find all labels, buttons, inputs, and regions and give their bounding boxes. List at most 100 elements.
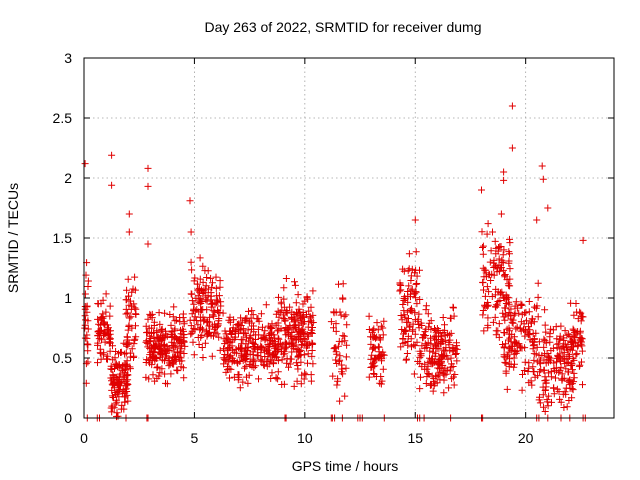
data-point (425, 319, 433, 327)
data-point (336, 397, 344, 405)
data-point (166, 311, 174, 318)
data-point (377, 380, 385, 388)
data-point (372, 354, 380, 362)
data-point (424, 362, 432, 370)
data-point (560, 404, 568, 411)
data-point (540, 403, 547, 411)
data-point (397, 282, 405, 289)
data-point (250, 357, 258, 365)
data-point (579, 236, 587, 244)
data-point (189, 338, 197, 346)
data-point (290, 322, 298, 330)
data-point (375, 343, 383, 351)
data-point (341, 392, 349, 400)
data-point (423, 341, 430, 349)
x-tick-label: 20 (518, 430, 534, 446)
data-point (281, 345, 289, 353)
data-point (249, 351, 257, 359)
data-point (187, 228, 195, 236)
data-point (157, 336, 165, 344)
data-point (174, 336, 182, 344)
data-point (125, 228, 133, 236)
data-point (541, 408, 549, 415)
data-point (222, 330, 230, 338)
data-point (557, 363, 565, 371)
data-point (423, 373, 431, 381)
data-point (158, 326, 166, 334)
data-point (202, 293, 210, 301)
data-point (483, 283, 491, 291)
data-point (108, 181, 116, 189)
data-point (230, 373, 238, 381)
data-point (541, 387, 549, 394)
data-point (479, 307, 487, 314)
data-point (119, 386, 127, 394)
data-point (411, 316, 419, 324)
data-point (101, 330, 109, 337)
data-point (131, 304, 139, 312)
data-point (401, 313, 409, 321)
data-point (367, 340, 375, 348)
data-point (293, 377, 301, 385)
data-point (518, 301, 526, 309)
data-point (492, 250, 500, 258)
data-point (228, 358, 236, 366)
data-point (416, 266, 423, 274)
data-point (207, 289, 215, 297)
data-point (297, 380, 305, 388)
data-point (502, 310, 510, 318)
data-point (379, 331, 387, 339)
data-point (309, 360, 317, 368)
data-point (131, 286, 139, 294)
gridlines (84, 58, 614, 418)
data-point (569, 386, 577, 394)
data-point (531, 373, 539, 381)
data-point (104, 326, 112, 334)
data-point (190, 325, 198, 333)
data-point (241, 364, 248, 372)
data-point (508, 330, 516, 338)
data-point (257, 357, 265, 365)
data-point (560, 343, 568, 351)
data-point (424, 310, 432, 318)
data-point (505, 309, 513, 316)
data-point (287, 355, 295, 363)
data-point (211, 308, 219, 316)
data-point (309, 287, 317, 295)
data-point (513, 347, 521, 355)
data-point (275, 326, 283, 334)
data-point (332, 327, 340, 335)
data-point (419, 334, 426, 342)
data-point (365, 312, 373, 320)
data-point (536, 368, 544, 376)
data-point (479, 311, 487, 319)
data-point (376, 336, 384, 344)
data-point (225, 316, 233, 324)
data-point (569, 325, 577, 333)
data-point (365, 373, 373, 381)
data-point (99, 351, 107, 359)
data-point (572, 351, 580, 359)
data-point (125, 314, 133, 322)
data-point (497, 289, 504, 297)
data-point (446, 336, 454, 344)
data-point (540, 366, 548, 374)
data-point (503, 295, 510, 303)
data-point (220, 354, 228, 362)
data-point (130, 352, 138, 360)
data-point (334, 375, 342, 383)
data-point (413, 280, 421, 287)
data-point (84, 317, 92, 325)
data-point (505, 336, 512, 344)
data-point (530, 335, 538, 343)
data-point (254, 345, 262, 353)
data-point (81, 160, 89, 168)
data-point (399, 301, 407, 308)
data-point (180, 320, 188, 328)
data-point (115, 361, 123, 369)
data-point (452, 350, 460, 357)
data-point (186, 316, 194, 324)
data-point (84, 283, 92, 290)
data-point (484, 314, 492, 322)
data-point (534, 279, 542, 287)
